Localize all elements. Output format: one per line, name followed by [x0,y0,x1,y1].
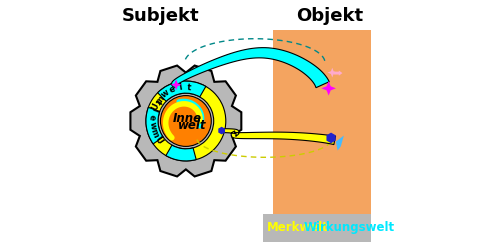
Text: Subjekt: Subjekt [122,7,200,25]
Text: e: e [148,113,157,120]
Text: e: e [168,84,177,95]
Text: w: w [148,121,157,129]
Text: w: w [160,88,172,100]
Polygon shape [130,66,242,176]
Text: t: t [186,83,192,92]
FancyArrow shape [334,70,342,76]
Polygon shape [172,48,329,88]
Text: t: t [153,97,163,106]
Wedge shape [166,145,196,161]
Text: Merkwelt: Merkwelt [267,221,329,234]
Text: l: l [178,83,183,92]
Wedge shape [146,107,163,144]
Bar [273,30,371,219]
Polygon shape [222,129,336,145]
Text: U: U [152,135,164,146]
Wedge shape [146,81,226,161]
Text: Objekt: Objekt [296,7,364,25]
Text: U: U [150,102,160,112]
Text: m: m [154,93,166,106]
Polygon shape [218,127,225,135]
Text: m: m [148,128,160,139]
Polygon shape [322,81,336,96]
Polygon shape [328,68,337,77]
Circle shape [160,96,212,146]
Polygon shape [336,136,344,151]
Polygon shape [326,133,336,143]
Polygon shape [171,79,181,90]
Text: welt: welt [178,119,206,132]
Text: Inne: Inne [172,112,202,125]
Wedge shape [158,81,206,101]
Text: l: l [150,106,159,112]
Text: Wirkungswelt: Wirkungswelt [303,221,394,234]
Bar [264,214,371,242]
